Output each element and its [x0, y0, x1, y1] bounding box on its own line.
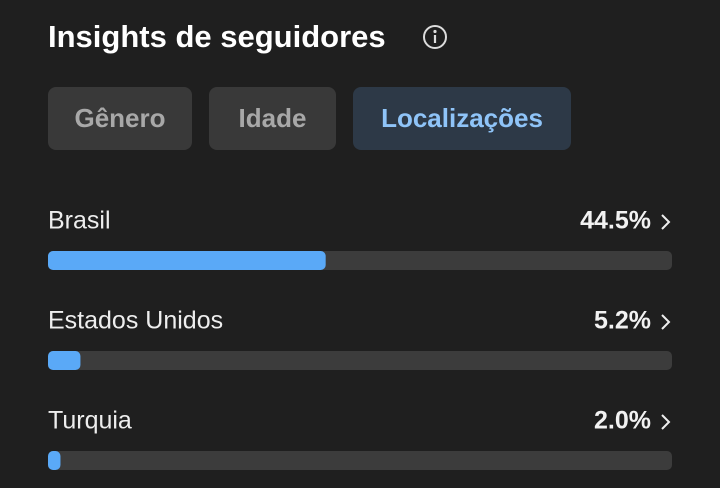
chevron	[661, 314, 671, 330]
info-icon[interactable]	[423, 25, 447, 49]
info-circle	[423, 25, 447, 49]
tab-label: Gênero	[74, 103, 165, 133]
location-name: Estados Unidos	[48, 307, 223, 335]
location-percent: 44.5%	[580, 207, 651, 235]
location-row[interactable]: Turquia 2.0%	[48, 407, 672, 470]
tab[interactable]: Localizações	[353, 87, 571, 150]
location-percent: 2.0%	[594, 407, 651, 435]
tab[interactable]: Idade	[209, 87, 336, 150]
info-dot	[433, 29, 437, 34]
title: Insights de seguidores	[48, 19, 386, 54]
bar-track	[48, 351, 672, 370]
bar-track	[48, 451, 672, 470]
tab-background	[353, 87, 571, 150]
tab-label: Idade	[239, 103, 307, 133]
tab[interactable]: Gênero	[48, 87, 192, 150]
location-percent: 5.2%	[594, 307, 651, 335]
bar	[48, 451, 61, 470]
bar	[48, 251, 326, 270]
location-row[interactable]: Estados Unidos 5.2%	[48, 307, 672, 370]
tab-background	[209, 87, 336, 150]
location-row[interactable]: Brasil 44.5%	[48, 207, 672, 270]
chevron	[661, 414, 671, 430]
chevron	[661, 214, 671, 230]
bar	[48, 351, 81, 370]
tab-label: Localizações	[381, 103, 543, 133]
location-name: Turquia	[48, 407, 132, 435]
location-name: Brasil	[48, 207, 111, 235]
tab-background	[48, 87, 192, 150]
